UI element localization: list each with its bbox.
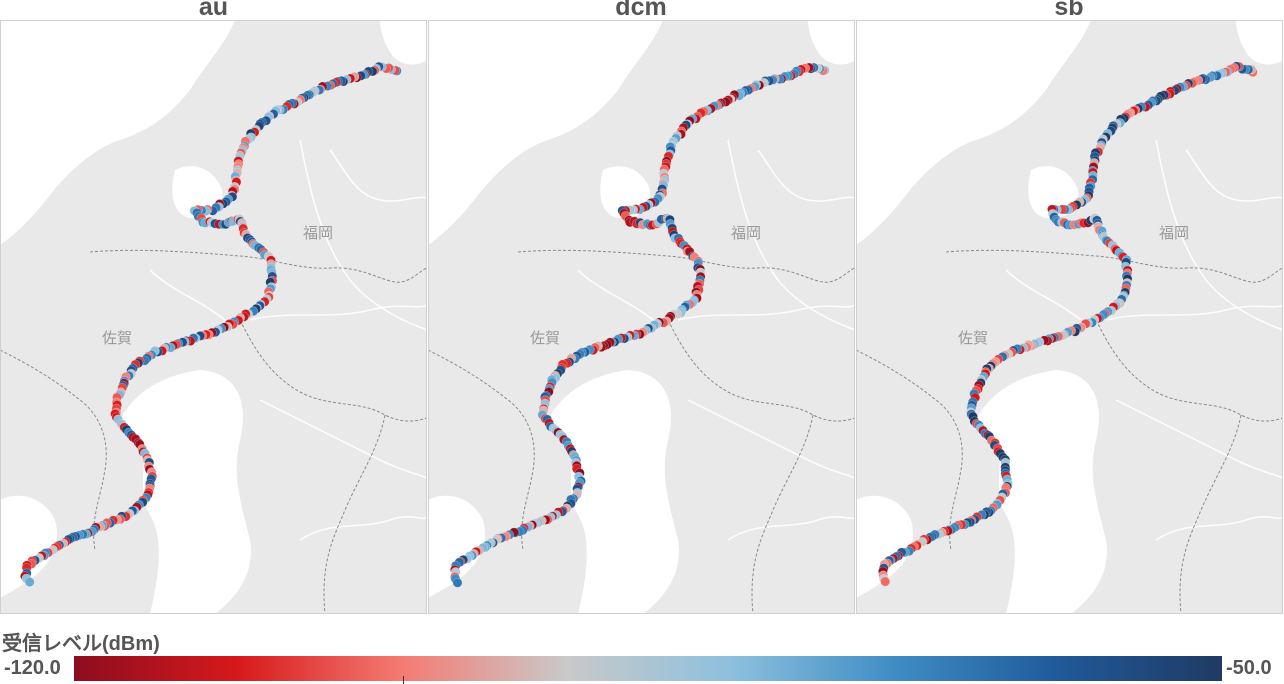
river-line	[1155, 516, 1283, 541]
river-line	[1105, 304, 1283, 321]
water-area	[548, 370, 679, 614]
prefecture-border	[517, 249, 855, 283]
river-line	[577, 269, 654, 321]
river-line	[329, 149, 427, 202]
river-line	[1115, 399, 1283, 479]
signal-point	[880, 576, 891, 587]
panel-title-sb: sb	[1054, 0, 1084, 21]
prefecture-border	[667, 319, 855, 422]
signal-point	[24, 577, 35, 587]
prefecture-border	[0, 349, 107, 551]
panel-title-au: au	[198, 0, 229, 21]
panel-frame	[856, 20, 1283, 614]
label-saga: 佐賀	[102, 329, 132, 347]
legend-color-bar	[74, 656, 1222, 681]
prefecture-border	[428, 349, 535, 551]
land-area	[428, 20, 855, 614]
label-fukuoka: 福岡	[731, 224, 761, 242]
river-line	[249, 304, 427, 321]
land-area	[0, 20, 427, 614]
water-area	[428, 20, 663, 245]
prefecture-border	[1095, 319, 1283, 422]
label-fukuoka: 福岡	[303, 224, 333, 242]
water-area	[976, 370, 1107, 614]
water-area	[172, 166, 223, 219]
legend-max-label: -50.0	[1226, 657, 1272, 679]
river-line	[1155, 139, 1283, 331]
prefecture-border	[856, 349, 963, 551]
prefecture-border	[89, 249, 427, 283]
river-line	[677, 304, 855, 321]
river-line	[1185, 149, 1283, 202]
water-area	[1236, 20, 1283, 65]
panel-frame	[0, 20, 427, 614]
water-area	[428, 495, 486, 598]
label-fukuoka: 福岡	[1159, 224, 1189, 242]
river-line	[1005, 269, 1082, 321]
river-line	[727, 139, 855, 331]
legend-tick	[403, 676, 404, 684]
river-line	[687, 399, 855, 479]
water-area	[120, 370, 251, 614]
signal-point	[452, 577, 463, 588]
water-area	[856, 495, 914, 598]
river-line	[299, 139, 427, 331]
river-line	[757, 149, 855, 202]
river-line	[727, 516, 855, 541]
river-line	[299, 516, 427, 541]
label-saga: 佐賀	[958, 329, 988, 347]
land-area	[856, 20, 1283, 614]
prefecture-border	[239, 319, 427, 422]
prefecture-border	[323, 414, 386, 614]
water-area	[380, 20, 427, 65]
water-area	[808, 20, 855, 65]
water-area	[856, 20, 1091, 245]
panel-title-dcm: dcm	[615, 0, 667, 21]
label-saga: 佐賀	[530, 329, 560, 347]
river-line	[259, 399, 427, 479]
legend-title: 受信レベル(dBm)	[2, 633, 160, 655]
prefecture-border	[1179, 414, 1242, 614]
water-area	[0, 495, 58, 598]
prefecture-border	[945, 249, 1283, 283]
prefecture-border	[751, 414, 814, 614]
legend-min-label: -120.0	[4, 657, 61, 679]
panel-frame	[428, 20, 855, 614]
water-area	[0, 20, 235, 245]
river-line	[149, 269, 226, 321]
